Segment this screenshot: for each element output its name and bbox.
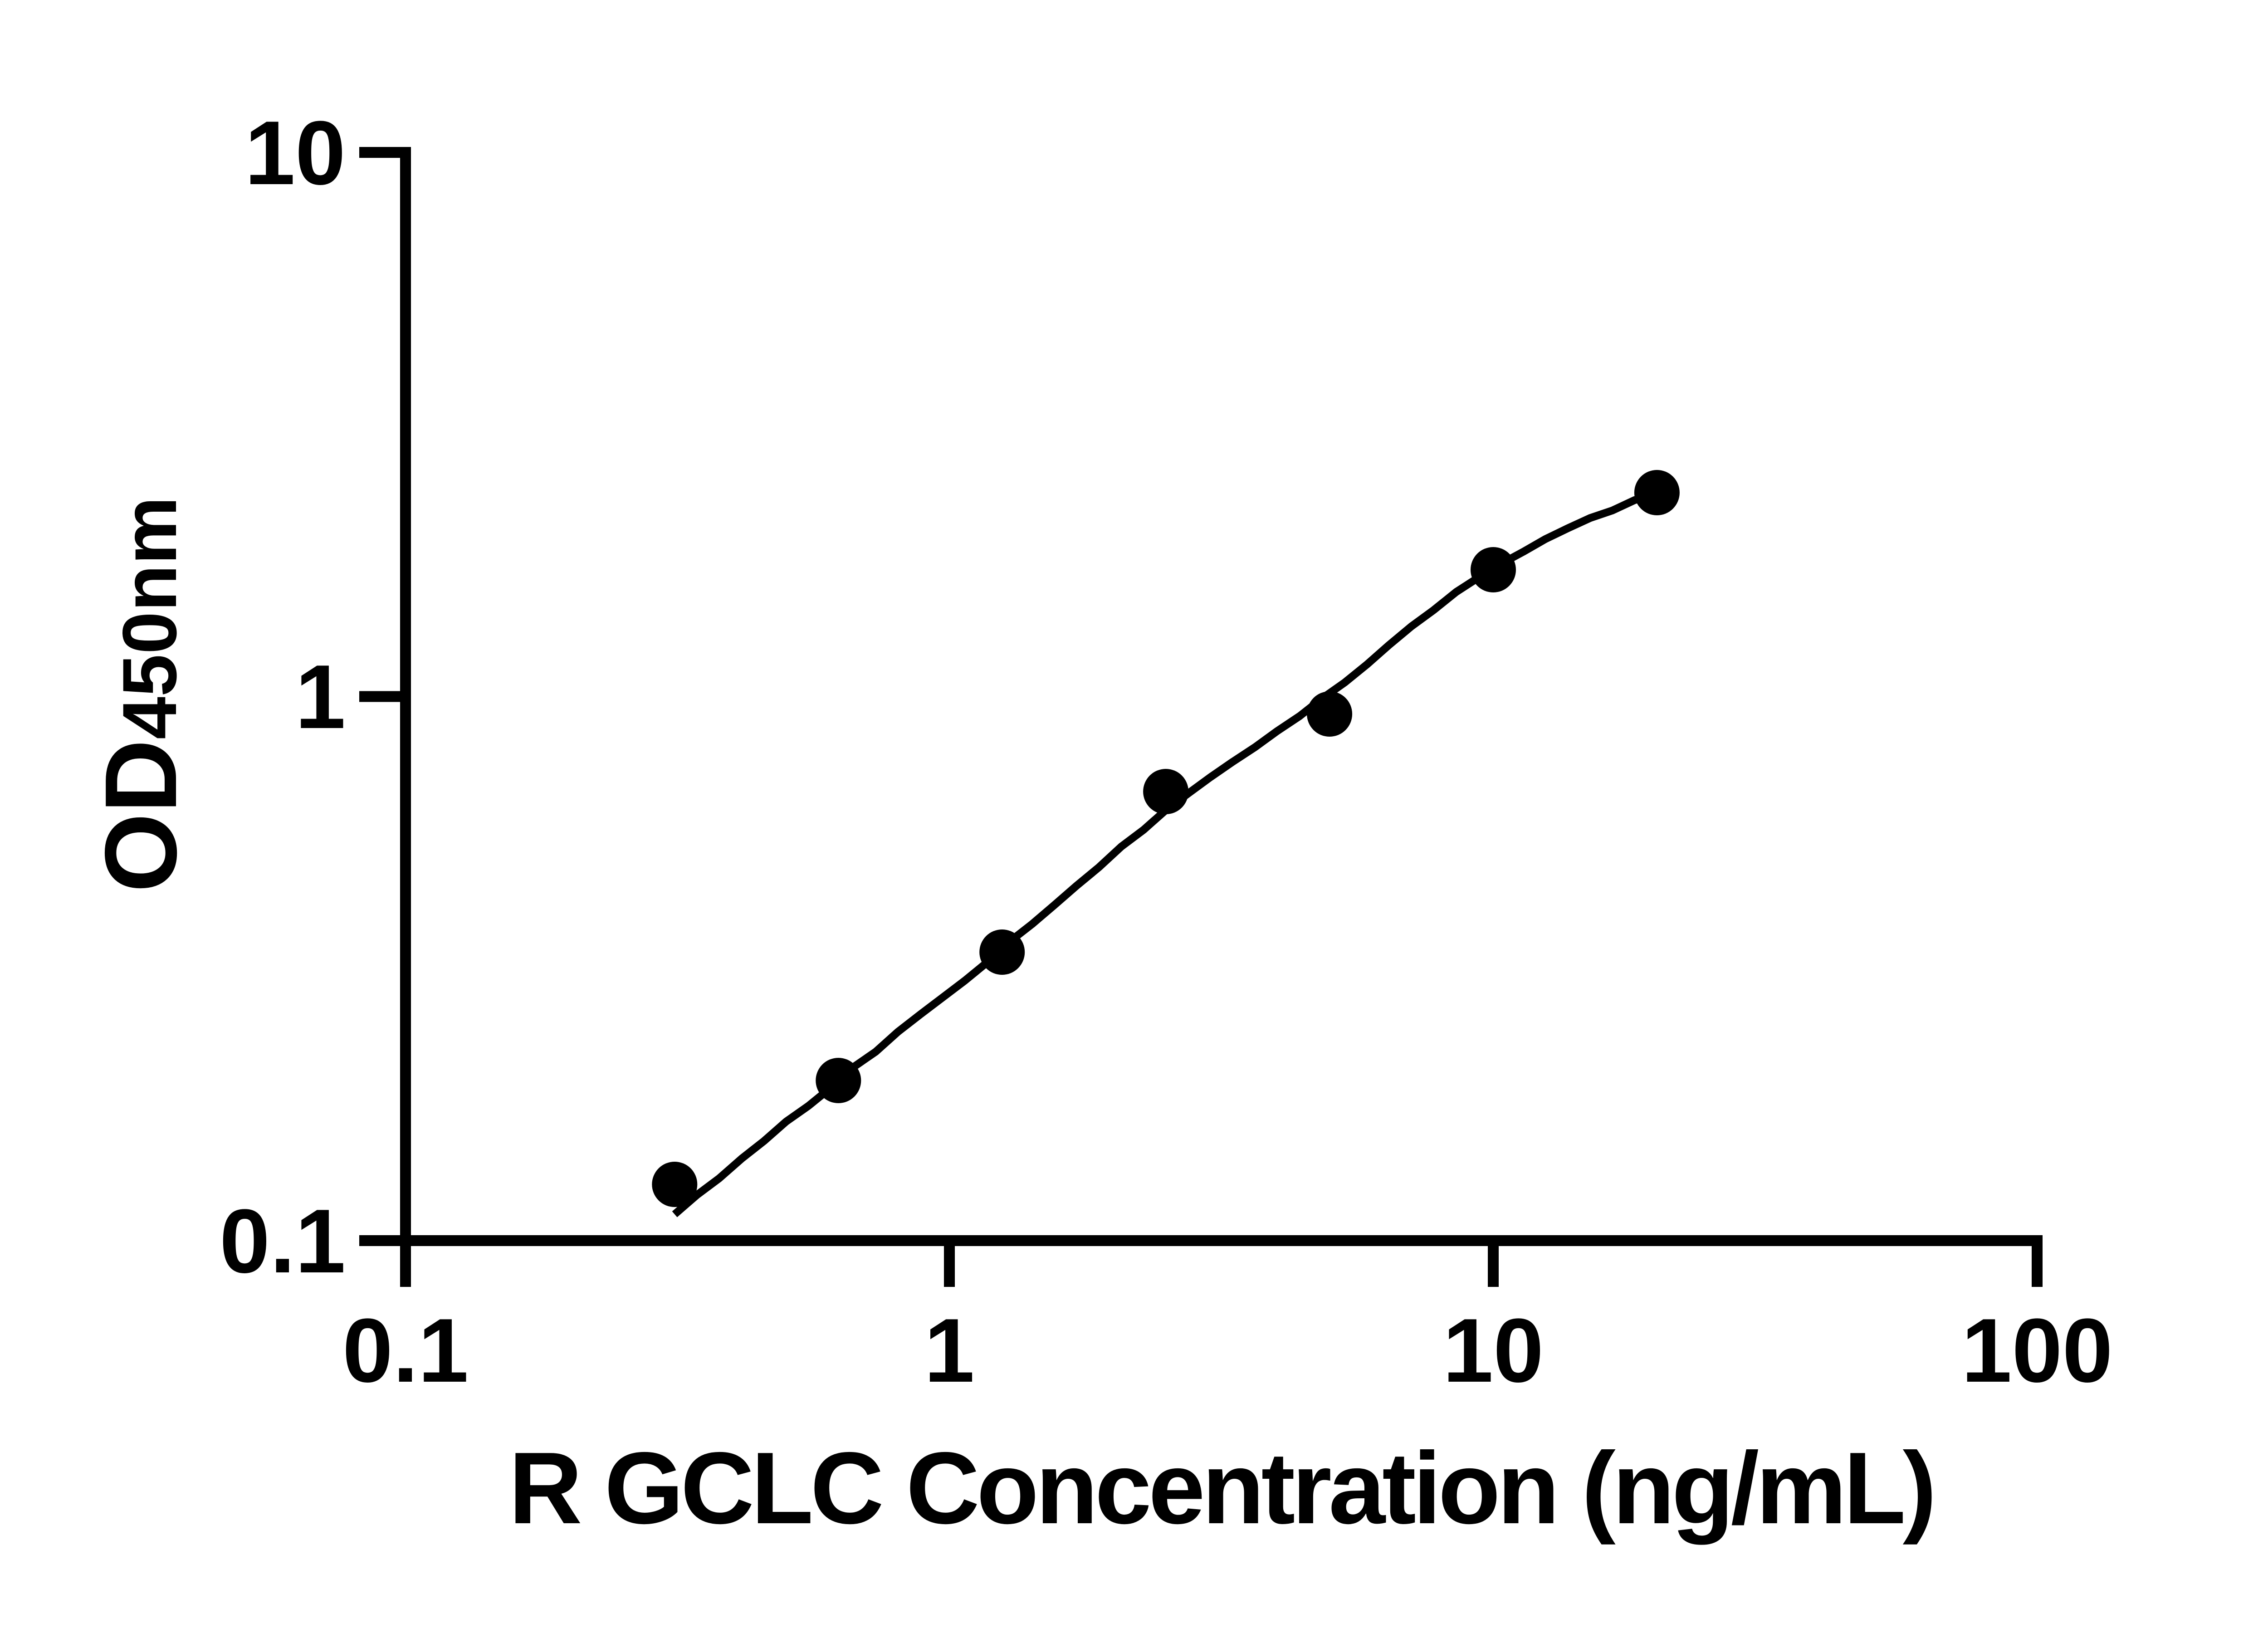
svg-text:10: 10 <box>1443 1300 1544 1401</box>
svg-text:100: 100 <box>1961 1300 2113 1401</box>
svg-text:1: 1 <box>295 646 346 748</box>
svg-text:R GCLC Concentration (ng/mL): R GCLC Concentration (ng/mL) <box>508 1431 1933 1545</box>
svg-text:1: 1 <box>924 1300 974 1401</box>
svg-text:0.1: 0.1 <box>220 1191 346 1292</box>
svg-text:0.1: 0.1 <box>342 1300 469 1401</box>
svg-text:10: 10 <box>245 103 346 204</box>
svg-text:OD450nm: OD450nm <box>83 497 198 893</box>
